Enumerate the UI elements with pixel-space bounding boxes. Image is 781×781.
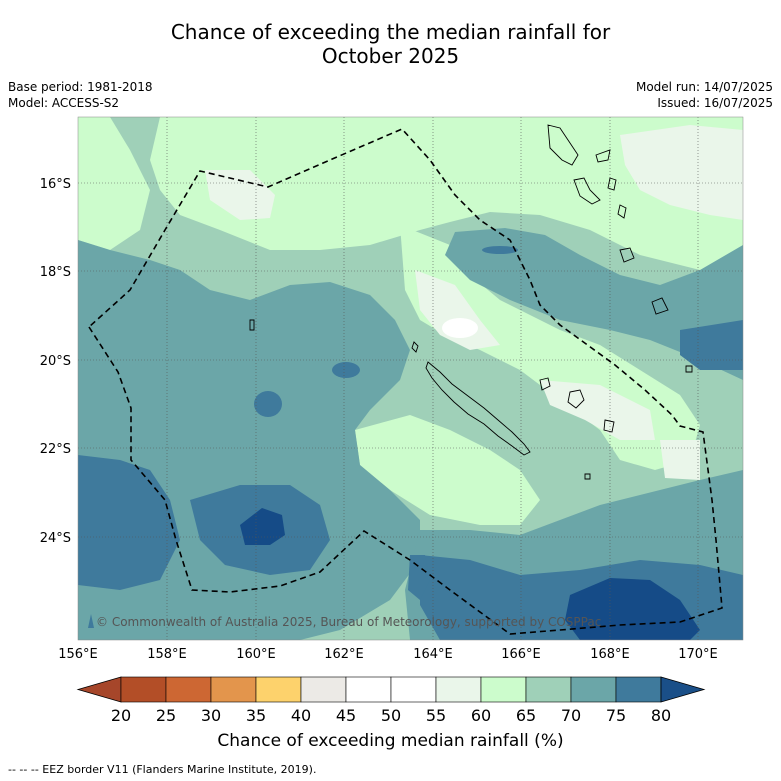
colorbar-box	[165, 676, 212, 703]
issued-date: Issued: 16/07/2025	[657, 96, 773, 110]
colorbar-arrow-left	[76, 676, 122, 703]
colorbar-box	[525, 676, 572, 703]
coastlines	[249, 124, 693, 480]
lon-label: 158°E	[147, 647, 187, 662]
matthew-hunter	[584, 473, 591, 480]
latitude-labels: 16°S 18°S 20°S 22°S 24°S	[40, 177, 71, 546]
lon-label: 164°E	[413, 647, 453, 662]
bom-logo-icon	[88, 614, 94, 628]
lon-label: 156°E	[58, 647, 98, 662]
model-name: Model: ACCESS-S2	[8, 96, 120, 110]
colorbar-box	[300, 676, 347, 703]
base-period: Base period: 1981-2018	[8, 80, 153, 94]
colorbar-tick-label: 35	[246, 706, 266, 725]
region-75-80-east	[680, 320, 743, 370]
region-80-plus-south	[565, 578, 700, 640]
region-80-plus-sw	[240, 508, 285, 545]
colorbar-tick-label: 75	[606, 706, 626, 725]
model-run: Model run: 14/07/2025	[635, 80, 773, 94]
eez-border	[87, 128, 723, 635]
solomon-islands-fragment	[249, 319, 419, 353]
region-60-65-north	[150, 117, 743, 270]
lat-label: 22°S	[40, 442, 71, 457]
colorbar-tick-label: 65	[516, 706, 536, 725]
lat-label: 16°S	[40, 177, 71, 192]
colorbar-box	[570, 676, 617, 703]
colorbar-box	[345, 676, 392, 703]
colorbar-label: Chance of exceeding median rainfall (%)	[217, 731, 564, 751]
colorbar-tick-label: 40	[291, 706, 311, 725]
region-75-80-spot-3	[482, 246, 518, 254]
title-line-2: October 2025	[321, 44, 460, 68]
region-55-60-nw	[205, 170, 275, 220]
colorbar-arrow-right	[660, 676, 706, 703]
chart-title: Chance of exceeding the median rainfall …	[0, 20, 781, 68]
colorbar-box	[390, 676, 437, 703]
region-55-60-se	[540, 380, 655, 440]
lon-label: 170°E	[678, 647, 718, 662]
region-60-65-west	[78, 117, 150, 250]
region-75-80-spot-1	[254, 391, 282, 417]
lat-label: 18°S	[40, 265, 71, 280]
region-45-55-spot	[442, 318, 478, 338]
lon-label: 168°E	[590, 647, 630, 662]
title-line-1: Chance of exceeding the median rainfall …	[170, 20, 611, 44]
region-75-80-spot-2	[332, 362, 360, 378]
colorbar-box	[120, 676, 167, 703]
eez-footnote: -- -- -- EEZ border V11 (Flanders Marine…	[8, 763, 317, 776]
colorbar-tick-label: 55	[426, 706, 446, 725]
colorbar-tick-label: 20	[111, 706, 131, 725]
region-75-80-spot-4	[408, 555, 430, 600]
region-55-60-mid	[415, 270, 500, 350]
colorbar-tick-label: 45	[336, 706, 356, 725]
colorbar-tick-label: 30	[201, 706, 221, 725]
region-60-65-south	[355, 415, 540, 525]
new-caledonia-coast	[425, 361, 531, 456]
meta-right: Model run: 14/07/2025 Issued: 16/07/2025	[636, 79, 773, 111]
copyright: © Commonwealth of Australia 2025, Bureau…	[88, 614, 601, 629]
southern-vanuatu	[651, 297, 693, 373]
colorbar-box	[210, 676, 257, 703]
meta-left: Base period: 1981-2018 Model: ACCESS-S2	[8, 79, 153, 111]
region-55-60-east	[660, 440, 700, 480]
colorbar: 20 25 30 35 40 45 50 55 60 65 70 75 80	[76, 676, 706, 725]
lat-label: 20°S	[40, 354, 71, 369]
colorbar-tick-label: 25	[156, 706, 176, 725]
colorbar-tick-label: 50	[381, 706, 401, 725]
lon-label: 160°E	[236, 647, 276, 662]
colorbar-box	[615, 676, 662, 703]
colorbar-box	[480, 676, 527, 703]
longitude-labels: 156°E 158°E 160°E 162°E 164°E 166°E 168°…	[58, 647, 718, 662]
lat-label: 24°S	[40, 531, 71, 546]
lon-label: 162°E	[324, 647, 364, 662]
vanuatu-espiritu-santo	[547, 124, 579, 166]
region-55-60-ne	[620, 125, 743, 220]
lon-label: 166°E	[501, 647, 541, 662]
colorbar-tick-label: 80	[651, 706, 671, 725]
colorbar-tick-label: 70	[561, 706, 581, 725]
vanuatu-islands	[573, 149, 635, 263]
colorbar-tick-label: 60	[471, 706, 491, 725]
rainfall-probability-field: © Commonwealth of Australia 2025, Bureau…	[78, 117, 743, 640]
region-70-75-east	[445, 228, 743, 380]
colorbar-box	[435, 676, 482, 703]
copyright-text: © Commonwealth of Australia 2025, Bureau…	[96, 615, 601, 629]
map-frame	[77, 116, 744, 641]
colorbar-box	[255, 676, 302, 703]
loyalty-islands	[539, 377, 615, 433]
